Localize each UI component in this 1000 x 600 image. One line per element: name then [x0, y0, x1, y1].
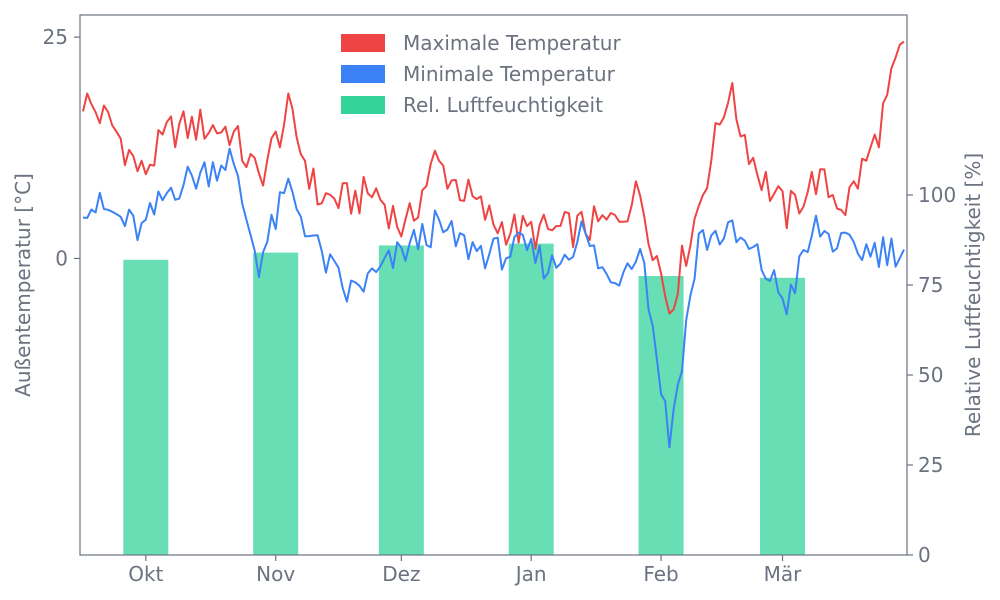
- left-axis-label: Außentemperatur [°C]: [11, 173, 35, 397]
- x-tick-label: Dez: [382, 562, 420, 586]
- humidity-bar-jan: [508, 243, 554, 555]
- right-tick-label: 100: [918, 183, 956, 207]
- legend-swatch-1: [341, 34, 385, 52]
- x-tick-label: Jan: [514, 562, 547, 586]
- humidity-bars: [123, 243, 806, 555]
- legend-swatch-3: [341, 96, 385, 114]
- temperature-lines: [82, 40, 905, 449]
- right-tick-label: 25: [918, 453, 943, 477]
- humidity-bar-okt: [123, 259, 169, 555]
- x-tick-label: Mär: [764, 562, 803, 586]
- min-temp-line: [82, 147, 905, 449]
- right-tick-label: 0: [918, 543, 931, 567]
- right-tick-label: 75: [918, 273, 943, 297]
- humidity-bar-feb: [638, 276, 684, 555]
- legend-label-2: Minimale Temperatur: [403, 62, 616, 86]
- legend-label-3: Rel. Luftfeuchtigkeit: [403, 93, 603, 117]
- max-temp-line: [82, 40, 905, 315]
- x-tick-label: Feb: [643, 562, 678, 586]
- left-tick-label: 25: [43, 25, 68, 49]
- right-axis-label: Relative Luftfeuchtigkeit [%]: [961, 153, 985, 437]
- humidity-bar-nov: [253, 252, 299, 555]
- humidity-bar-mär: [760, 277, 806, 555]
- x-tick-label: Nov: [256, 562, 295, 586]
- x-tick-label: Okt: [128, 562, 163, 586]
- legend-label-1: Maximale Temperatur: [403, 31, 621, 55]
- right-tick-label: 50: [918, 363, 943, 387]
- legend: Maximale Temperatur Minimale Temperatur Re…: [341, 31, 621, 117]
- humidity-bar-dez: [378, 245, 424, 555]
- left-tick-label: 0: [55, 246, 68, 270]
- tick-labels: 0 25 0 25 50 75 100 Okt Nov Dez Jan Feb Mär Außentemp…: [11, 25, 985, 586]
- legend-swatch-2: [341, 65, 385, 83]
